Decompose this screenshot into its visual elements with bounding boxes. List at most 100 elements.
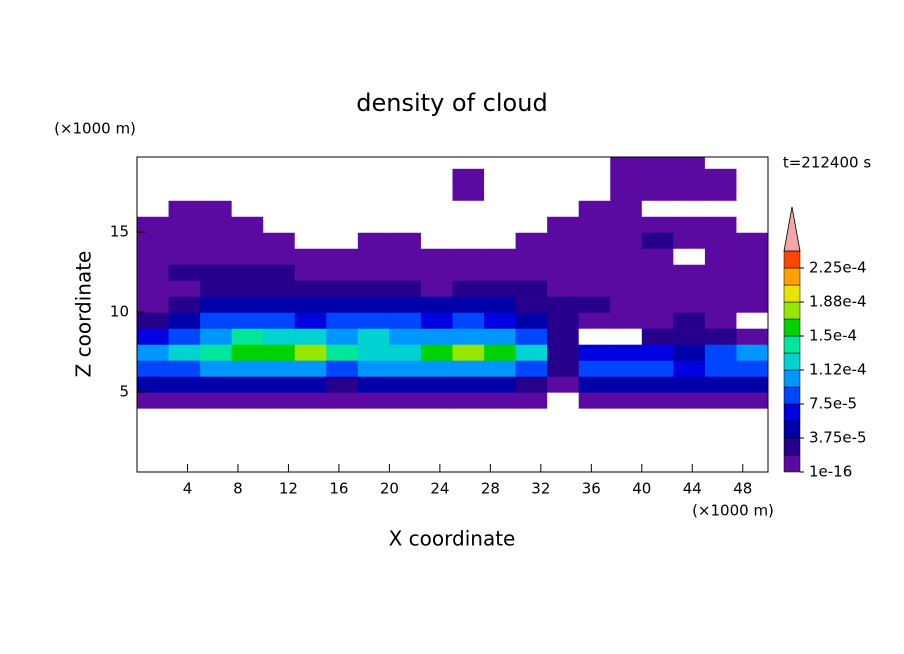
field-cell bbox=[168, 456, 201, 472]
field-cell bbox=[294, 440, 327, 457]
field-cell bbox=[578, 280, 611, 297]
field-cell bbox=[200, 168, 233, 185]
field-cell bbox=[294, 232, 327, 249]
field-cell bbox=[704, 264, 738, 281]
field-cell bbox=[484, 440, 517, 457]
field-cell bbox=[578, 216, 611, 233]
field-cell bbox=[547, 456, 580, 472]
field-cell bbox=[168, 344, 201, 361]
x-tick-label: 8 bbox=[233, 480, 243, 498]
field-cell bbox=[736, 296, 768, 313]
field-cell bbox=[231, 296, 264, 313]
field-cell bbox=[294, 424, 327, 441]
field-cell bbox=[263, 424, 296, 441]
colorbar-band bbox=[783, 301, 801, 320]
field-cell bbox=[673, 408, 706, 425]
colorbar-extension bbox=[783, 206, 801, 252]
field-cell bbox=[200, 280, 233, 297]
field-cell bbox=[326, 168, 359, 185]
field-cell bbox=[294, 248, 327, 265]
field-cell bbox=[357, 168, 390, 185]
field-cell bbox=[452, 264, 485, 281]
field-cell bbox=[704, 376, 738, 393]
colorbar-tick-label: 1e-16 bbox=[809, 463, 852, 481]
field-cell bbox=[673, 440, 706, 457]
field-cell bbox=[263, 168, 296, 185]
field-cell bbox=[137, 216, 170, 233]
field-cell bbox=[389, 376, 422, 393]
field-cell bbox=[357, 424, 390, 441]
field-cell bbox=[704, 312, 738, 329]
field-cell bbox=[389, 184, 422, 201]
field-cell bbox=[420, 296, 454, 313]
field-cell bbox=[263, 312, 296, 329]
field-cell bbox=[515, 456, 548, 472]
field-cell bbox=[231, 264, 264, 281]
field-cell bbox=[326, 312, 359, 329]
field-cell bbox=[231, 232, 264, 249]
field-cell bbox=[357, 157, 390, 169]
field-cell bbox=[641, 264, 674, 281]
field-cell bbox=[578, 376, 611, 393]
field-cell bbox=[736, 392, 768, 409]
field-cell bbox=[137, 184, 170, 201]
field-cell bbox=[704, 184, 738, 201]
field-cell bbox=[326, 344, 359, 361]
field-cell bbox=[168, 296, 201, 313]
field-cell bbox=[168, 168, 201, 185]
field-cell bbox=[610, 168, 643, 185]
field-cell bbox=[736, 424, 768, 441]
colorbar-band bbox=[783, 369, 801, 388]
field-cell bbox=[137, 376, 170, 393]
field-cell bbox=[137, 248, 170, 265]
field-cell bbox=[168, 408, 201, 425]
field-cell bbox=[515, 200, 548, 217]
field-cell bbox=[326, 264, 359, 281]
x-tick-label: 44 bbox=[683, 480, 702, 498]
field-cell bbox=[137, 157, 170, 169]
field-cell bbox=[704, 392, 738, 409]
field-cell bbox=[610, 157, 643, 169]
field-cell bbox=[736, 184, 768, 201]
field-cell bbox=[515, 248, 548, 265]
field-cell bbox=[673, 157, 706, 169]
field-cell bbox=[484, 392, 517, 409]
field-cell bbox=[547, 248, 580, 265]
field-cell bbox=[168, 232, 201, 249]
field-cell bbox=[389, 296, 422, 313]
field-cell bbox=[420, 280, 454, 297]
colorbar-band bbox=[783, 352, 801, 371]
field-cell bbox=[578, 157, 611, 169]
field-cell bbox=[704, 216, 738, 233]
field-cell bbox=[168, 216, 201, 233]
x-tick-label: 40 bbox=[632, 480, 651, 498]
field-cell bbox=[547, 440, 580, 457]
field-cell bbox=[515, 344, 548, 361]
field-cell bbox=[200, 232, 233, 249]
field-cell bbox=[231, 312, 264, 329]
field-cell bbox=[641, 328, 674, 345]
field-cell bbox=[736, 456, 768, 472]
field-cell bbox=[547, 392, 580, 409]
field-cell bbox=[673, 424, 706, 441]
field-cell bbox=[326, 408, 359, 425]
field-cell bbox=[420, 424, 454, 441]
field-cell bbox=[263, 280, 296, 297]
field-cell bbox=[420, 200, 454, 217]
x-tick-label: 12 bbox=[279, 480, 298, 498]
field-cell bbox=[420, 248, 454, 265]
field-cell bbox=[641, 200, 674, 217]
time-label: t=212400 s bbox=[783, 154, 871, 172]
field-cell bbox=[452, 280, 485, 297]
field-cell bbox=[673, 360, 706, 377]
field-cell bbox=[231, 360, 264, 377]
field-cell bbox=[610, 184, 643, 201]
field-cell bbox=[263, 248, 296, 265]
field-cell bbox=[610, 392, 643, 409]
field-cell bbox=[294, 216, 327, 233]
field-cell bbox=[641, 157, 674, 169]
field-cell bbox=[578, 232, 611, 249]
field-cell bbox=[420, 168, 454, 185]
field-cell bbox=[515, 440, 548, 457]
field-cell bbox=[515, 216, 548, 233]
